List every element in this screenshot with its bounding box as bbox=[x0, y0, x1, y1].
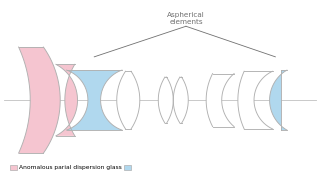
Polygon shape bbox=[206, 74, 234, 127]
Polygon shape bbox=[158, 77, 173, 123]
Text: Aspherical
elements: Aspherical elements bbox=[167, 12, 205, 25]
Polygon shape bbox=[269, 70, 287, 130]
Polygon shape bbox=[117, 71, 140, 129]
Legend: Anomalous parial dispersion glass, : Anomalous parial dispersion glass, bbox=[8, 162, 136, 172]
Polygon shape bbox=[67, 70, 122, 130]
Polygon shape bbox=[19, 47, 60, 153]
Polygon shape bbox=[56, 64, 77, 136]
Polygon shape bbox=[173, 77, 188, 123]
Polygon shape bbox=[238, 71, 273, 129]
